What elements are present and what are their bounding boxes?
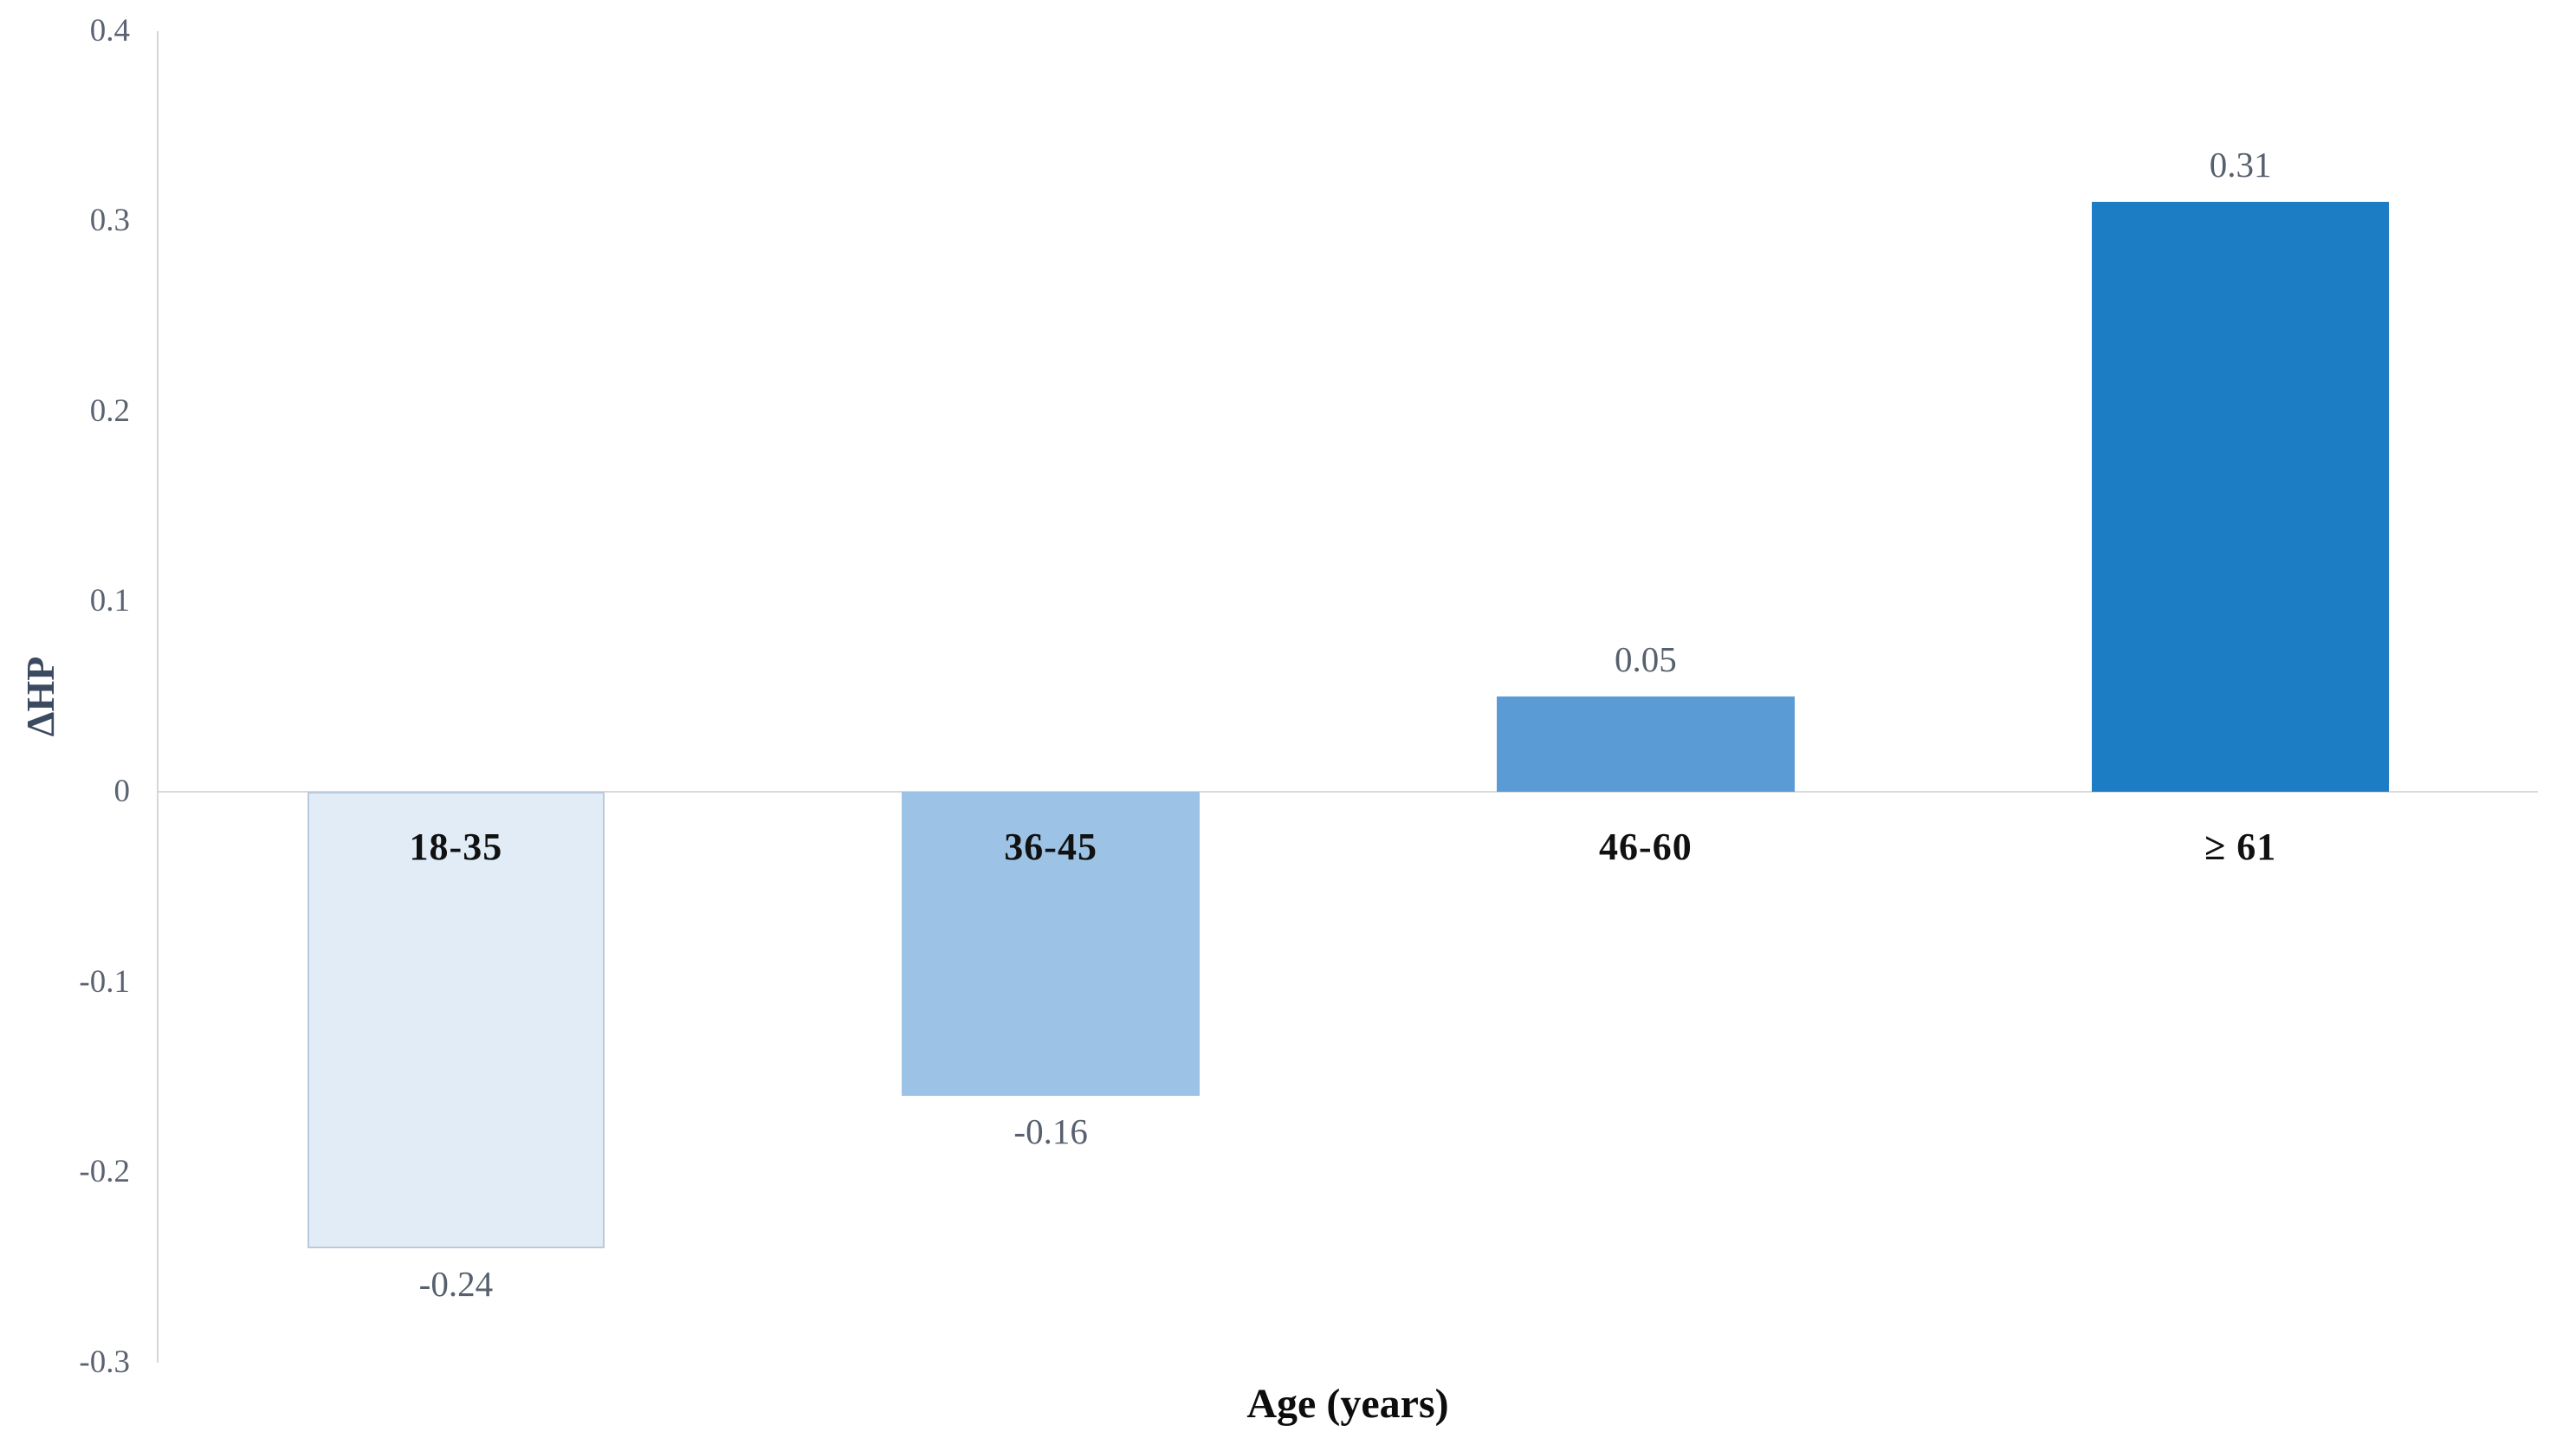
y-axis-line: [157, 30, 159, 1363]
y-tick-label: 0.2: [89, 392, 130, 429]
category-label: 18-35: [409, 826, 503, 868]
value-label: -0.24: [418, 1264, 494, 1305]
category-label: ≥ 61: [2204, 826, 2277, 868]
y-tick-label: -0.1: [79, 963, 130, 1000]
x-axis-title: Age (years): [1246, 1381, 1449, 1427]
bar-≥61: [2091, 202, 2390, 792]
bar-46-60: [1497, 696, 1795, 792]
y-tick-label: 0.3: [89, 203, 130, 239]
value-label: 0.05: [1615, 639, 1677, 680]
y-tick-label: 0.1: [89, 583, 130, 619]
category-label: 46-60: [1599, 826, 1693, 868]
y-tick-label: -0.2: [79, 1154, 130, 1190]
value-label: 0.31: [2209, 145, 2272, 185]
bar-36-45: [902, 792, 1200, 1097]
y-tick-label: -0.3: [79, 1344, 130, 1380]
y-tick-label: 0.4: [89, 12, 130, 49]
category-label: 36-45: [1004, 826, 1097, 868]
bar-18-35: [307, 792, 605, 1249]
y-tick-label: 0: [113, 774, 131, 809]
value-label: -0.16: [1013, 1111, 1088, 1152]
zero-gridline: [159, 791, 2538, 793]
